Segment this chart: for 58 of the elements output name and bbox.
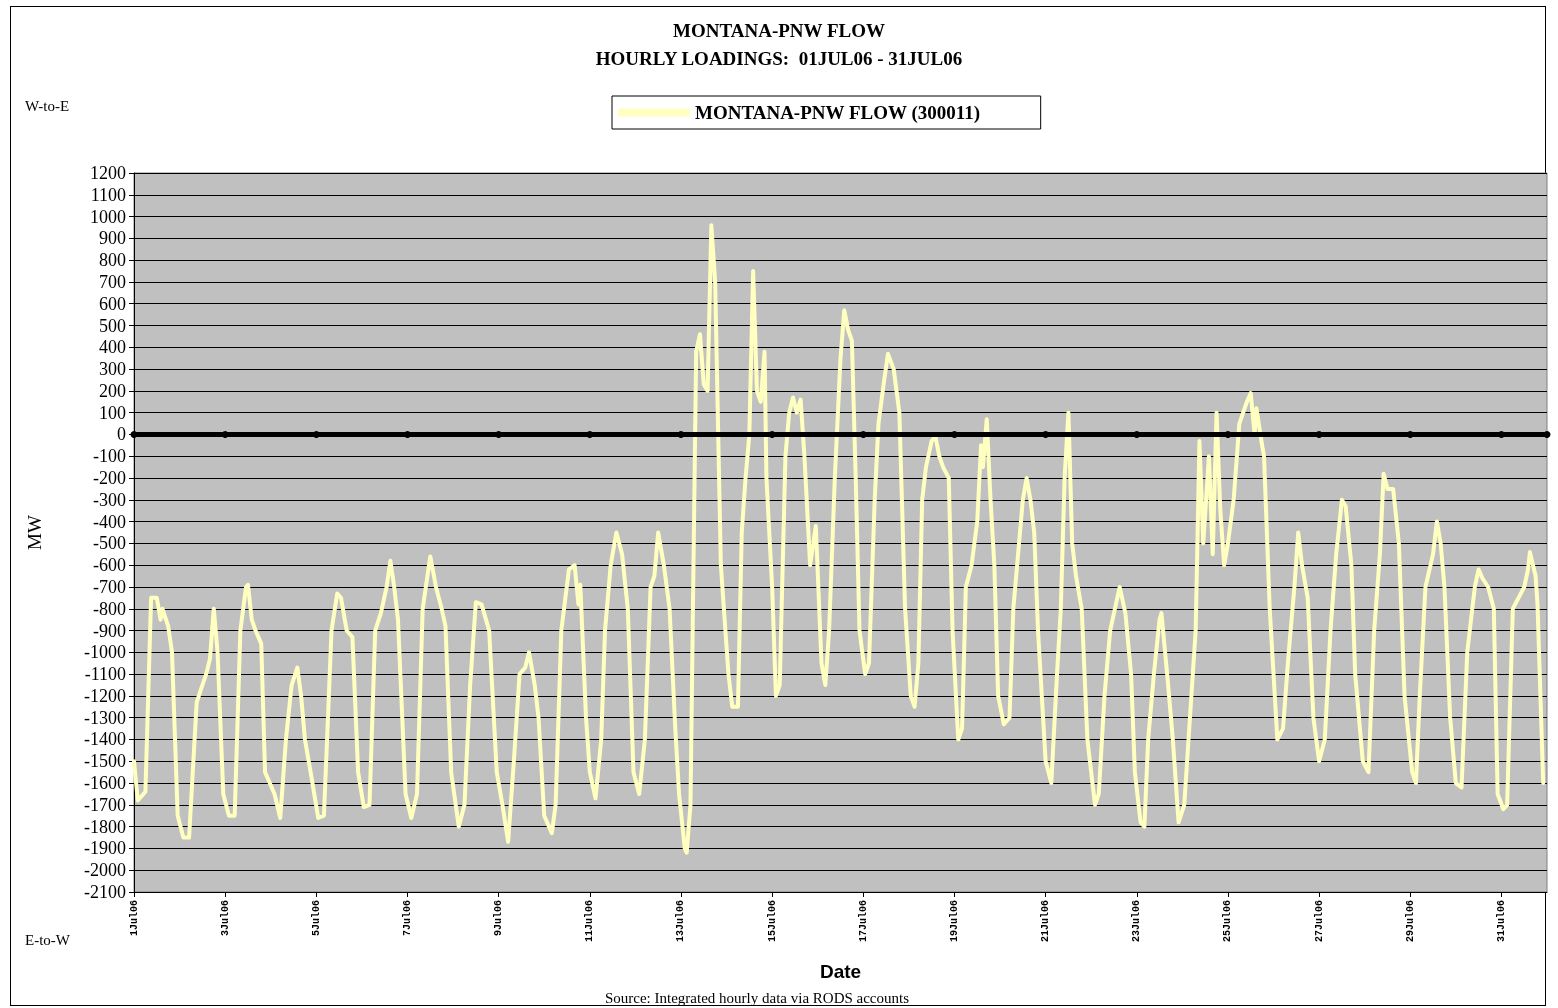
y-tick-label: -1900 [84, 838, 126, 859]
source-note: Source: Integrated hourly data via RODS accounts [604, 989, 910, 1006]
text: W-to-E [25, 97, 70, 114]
text: E-to-W [25, 931, 71, 948]
x-axis-title: Date [819, 961, 862, 982]
y-tick-label: -1300 [84, 707, 126, 728]
y-tick-label: 200 [99, 380, 126, 401]
x-tick-label: 21Jul06 [1040, 900, 1052, 943]
y-tick-label: -1800 [84, 816, 126, 837]
y-tick-label: -1200 [84, 685, 126, 706]
y-tick-label: 600 [99, 293, 126, 314]
chart-title: MONTANA-PNW FLOW [673, 20, 885, 41]
y-tick-label: -500 [93, 533, 126, 554]
y-tick-label: 100 [99, 402, 126, 423]
y-tick-label: 800 [99, 250, 126, 271]
x-tick-label: 9Jul06 [493, 900, 505, 937]
y-axis-title: MW [24, 515, 45, 550]
x-tick-label: 13Jul06 [675, 900, 687, 943]
y-tick-label: 300 [99, 359, 126, 380]
x-tick-label: 1Jul06 [128, 900, 140, 937]
y-tick-label: 1200 [90, 163, 126, 183]
x-tick-label: 15Jul06 [766, 900, 778, 943]
x-tick-label: 3Jul06 [219, 900, 231, 937]
chart-subtitle: HOURLY LOADINGS: 01JUL06 - 31JUL06 [595, 48, 963, 69]
x-tick-label: 11Jul06 [584, 900, 596, 943]
y-tick-label: -1700 [84, 794, 126, 815]
y-tick-label: -1100 [84, 664, 126, 685]
x-tick-label: 29Jul06 [1404, 900, 1416, 943]
x-tick-label: 31Jul06 [1495, 900, 1507, 943]
y-tick-label: 500 [99, 315, 126, 336]
x-tick-label: 19Jul06 [948, 900, 960, 943]
y-tick-label: -1600 [84, 773, 126, 794]
y-tick-label: 1100 [90, 184, 126, 205]
y-tick-label: -2000 [84, 860, 126, 881]
y-tick-label: -200 [93, 468, 126, 489]
y-tick-label: -700 [93, 576, 126, 597]
y-tick-label: -2100 [84, 882, 126, 902]
y-tick-label: -600 [93, 555, 126, 576]
x-tick-label: 23Jul06 [1131, 900, 1143, 943]
y-tick-label: -300 [93, 489, 126, 510]
y-tick-label: -1500 [84, 751, 126, 772]
x-tick-label: 5Jul06 [310, 900, 322, 937]
y-tick-label: -100 [93, 446, 126, 467]
y-tick-label: 1000 [90, 206, 126, 227]
y-tick-label: 400 [99, 337, 126, 358]
y-tick-label: -1400 [84, 729, 126, 750]
y-tick-label: 900 [99, 228, 126, 249]
x-tick-label: 17Jul06 [857, 900, 869, 943]
x-tick-label: 27Jul06 [1313, 900, 1325, 943]
y-tick-label: -400 [93, 511, 126, 532]
y-tick-label: 700 [99, 271, 126, 292]
x-tick-label: 25Jul06 [1222, 900, 1234, 943]
legend-label: MONTANA-PNW FLOW (300011) [695, 102, 980, 124]
y-tick-label: -1000 [84, 642, 126, 663]
x-tick-label: 7Jul06 [401, 900, 413, 937]
y-tick-label: -800 [93, 598, 126, 619]
y-tick-label: 0 [117, 424, 126, 445]
y-tick-label: -900 [93, 620, 126, 641]
